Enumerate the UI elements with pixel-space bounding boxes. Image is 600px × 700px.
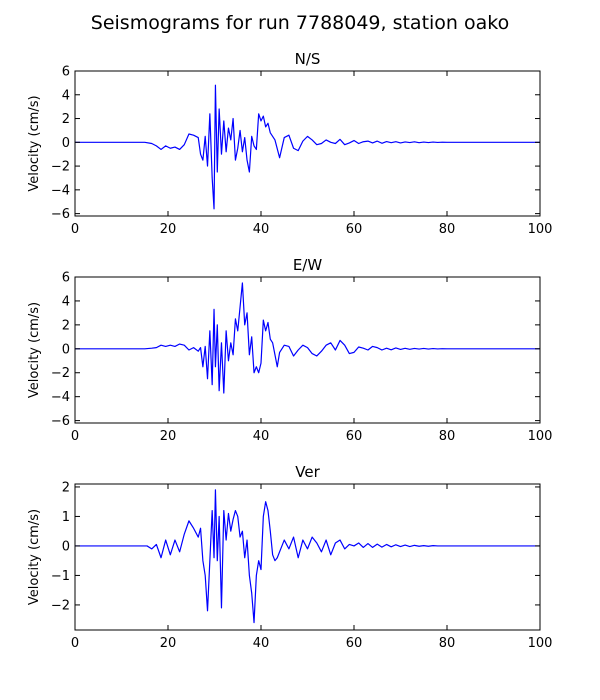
axes-frame-ver	[74, 483, 541, 631]
y-tick-label: −6	[51, 207, 70, 222]
y-tick-label: 4	[62, 294, 70, 309]
x-tick-label: 60	[346, 636, 363, 651]
panel-ns: 0 20 40 60 80 100 −6 −4 −2 0 2 4 6 N/S Velocity (cm/s)	[27, 50, 552, 237]
y-axis-label-ns: Velocity (cm/s)	[27, 95, 42, 191]
series-line-ns	[75, 84, 540, 210]
panel-ver: 0 20 40 60 80 100 −2 −1 0 1 2 Ver Velocity (cm/s)	[27, 463, 552, 651]
x-tick-label: 40	[253, 429, 270, 444]
x-tick-label: 80	[439, 636, 456, 651]
y-tick-label: −6	[51, 414, 70, 429]
x-tick-label: 20	[160, 429, 177, 444]
y-tick-label: −2	[51, 598, 70, 613]
y-tick-label: 6	[62, 271, 70, 286]
panel-title-ew: E/W	[293, 256, 323, 274]
x-tick-label: 20	[160, 636, 177, 651]
series-line-ew	[75, 282, 540, 394]
y-tick-label: 0	[62, 539, 70, 554]
x-tick-label: 20	[160, 222, 177, 237]
y-tick-label: 6	[62, 65, 70, 80]
x-tick-label: 40	[253, 222, 270, 237]
x-tick-label: 100	[528, 429, 553, 444]
y-tick-label: −4	[51, 183, 70, 198]
y-tick-label: −2	[51, 160, 70, 175]
axes-frame-ew	[74, 276, 541, 424]
y-tick-label: 2	[62, 480, 70, 495]
figure-title: Seismograms for run 7788049, station oak…	[91, 12, 509, 34]
x-tick-label: 0	[71, 222, 79, 237]
x-tick-label: 80	[439, 429, 456, 444]
y-tick-label: 1	[62, 510, 70, 525]
y-tick-label: 2	[62, 318, 70, 333]
x-tick-label: 80	[439, 222, 456, 237]
panel-title-ns: N/S	[295, 50, 321, 68]
x-tick-label: 60	[346, 222, 363, 237]
y-tick-label: −1	[51, 569, 70, 584]
y-tick-label: 4	[62, 88, 70, 103]
y-tick-label: −4	[51, 390, 70, 405]
panel-title-ver: Ver	[295, 463, 320, 481]
x-tick-label: 0	[71, 636, 79, 651]
y-tick-label: −2	[51, 366, 70, 381]
y-axis-label-ew: Velocity (cm/s)	[27, 302, 42, 398]
x-tick-label: 60	[346, 429, 363, 444]
axes-frame-ns	[74, 70, 541, 217]
series-line-ver	[75, 489, 540, 624]
panel-ew: 0 20 40 60 80 100 −6 −4 −2 0 2 4 6 E/W Velocity (cm/s)	[27, 256, 552, 444]
x-tick-label: 0	[71, 429, 79, 444]
x-tick-label: 40	[253, 636, 270, 651]
y-tick-label: 0	[62, 136, 70, 151]
y-axis-label-ver: Velocity (cm/s)	[27, 509, 42, 605]
y-tick-label: 0	[62, 342, 70, 357]
y-tick-label: 2	[62, 112, 70, 127]
x-tick-label: 100	[528, 636, 553, 651]
x-tick-label: 100	[528, 222, 553, 237]
